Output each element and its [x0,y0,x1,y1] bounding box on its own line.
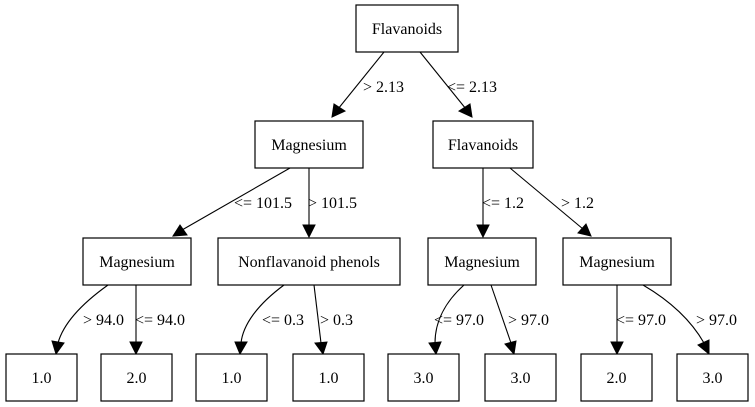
arrowhead [457,103,473,118]
edge-line [434,284,465,344]
node-label: Magnesium [579,254,655,271]
edge-line [240,284,285,344]
edge-label: > 1.2 [561,195,594,212]
edge-r2b-to-leaf8: > 97.0 [642,284,737,356]
arrowhead [331,103,347,118]
edge-line [337,51,385,110]
edge-line [181,167,291,231]
node-leaf-1: 1.0 [5,353,78,402]
edge-l2a-to-leaf1: > 94.0 [51,284,124,356]
edge-label: <= 97.0 [434,312,484,329]
edge-line [642,284,705,344]
node-label: 1.0 [32,370,52,387]
node-label: 3.0 [703,370,723,387]
edge-line [419,51,467,110]
node-leaf-6: 3.0 [484,353,557,402]
node-label: Magnesium [271,137,347,154]
edge-r2b-to-leaf7: <= 97.0 [610,285,666,356]
arrowhead [577,223,592,237]
node-label: Magnesium [99,254,175,271]
node-l1: Magnesium [254,120,364,169]
arrowhead [302,224,316,239]
node-leaf-7: 2.0 [580,353,653,402]
edge-l2b-to-leaf3: <= 0.3 [234,284,304,356]
node-root: Flavanoids [355,4,459,53]
edge-l1-to-l2b: > 101.5 [302,168,357,239]
edge-line [509,167,584,230]
node-label: 1.0 [222,370,242,387]
node-label: 3.0 [511,370,531,387]
node-label: 1.0 [319,370,339,387]
edge-label: <= 0.3 [262,312,304,329]
node-label: Flavanoids [372,21,442,38]
arrowhead [504,340,517,356]
node-label: Flavanoids [448,137,518,154]
node-leaf-8: 3.0 [676,353,749,402]
edge-label: > 97.0 [696,312,737,329]
edge-label: > 94.0 [83,312,124,329]
node-leaf-3: 1.0 [195,353,268,402]
edge-r2a-to-leaf5: <= 97.0 [428,284,484,356]
node-l2b: Nonflavanoid phenols [217,237,401,286]
node-label: Nonflavanoid phenols [238,254,380,271]
arrowhead [314,341,328,356]
edge-l2b-to-leaf4: > 0.3 [313,284,353,356]
node-label: 3.0 [414,370,434,387]
node-leaf-5: 3.0 [387,353,460,402]
arrowhead [234,341,248,356]
edge-label: <= 97.0 [616,312,666,329]
arrowhead [172,224,188,237]
arrowhead [610,341,624,356]
arrowhead [476,224,490,239]
edge-label: <= 1.2 [482,195,524,212]
edge-label: > 101.5 [308,195,357,212]
edge-label: <= 2.13 [447,79,497,96]
edge-label: > 0.3 [320,312,353,329]
edge-r1-to-r2b: > 1.2 [509,167,594,237]
node-label: 2.0 [607,370,627,387]
node-label: 2.0 [127,370,147,387]
edge-root-to-r1: <= 2.13 [419,51,497,118]
node-label: Magnesium [444,254,520,271]
edge-r1-to-r2a: <= 1.2 [476,168,524,239]
edge-line [313,284,322,344]
node-r2b: Magnesium [562,237,672,286]
edge-line [57,284,109,344]
arrowhead [51,340,65,356]
node-leaf-2: 2.0 [100,353,173,402]
edge-r2a-to-leaf6: > 97.0 [490,284,549,356]
edge-line [490,284,512,344]
arrowhead [129,341,143,356]
edge-root-to-l1: > 2.13 [331,51,404,118]
edge-label: <= 94.0 [135,312,185,329]
arrowhead [428,341,442,356]
node-r1: Flavanoids [432,120,534,169]
node-l2a: Magnesium [82,237,192,286]
edge-l1-to-l2a: <= 101.5 [172,167,292,237]
edge-label: > 2.13 [363,79,404,96]
edge-label: <= 101.5 [234,195,292,212]
arrowhead [697,339,710,356]
edge-l2a-to-leaf2: <= 94.0 [129,285,185,356]
edge-label: > 97.0 [508,312,549,329]
node-r2a: Magnesium [427,237,537,286]
node-leaf-4: 1.0 [292,353,365,402]
